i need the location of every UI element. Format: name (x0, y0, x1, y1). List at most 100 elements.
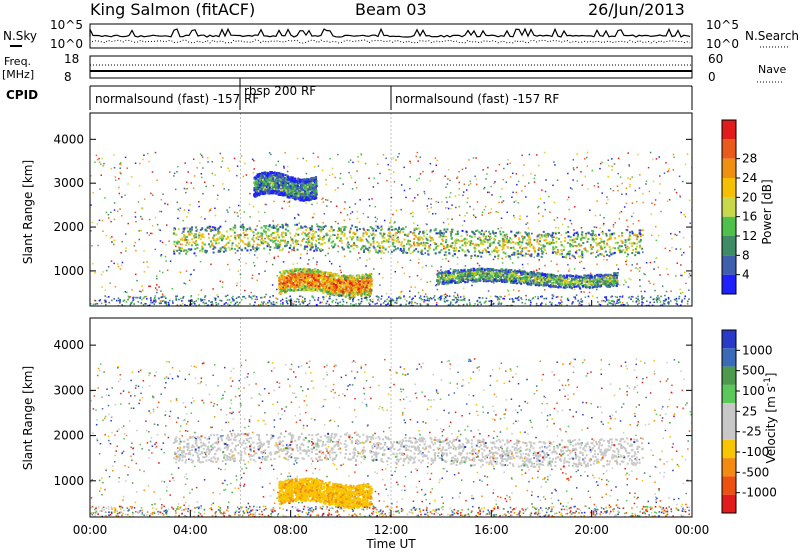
feature-pixel (291, 250, 293, 252)
feature-pixel (590, 233, 592, 235)
feature-pixel (368, 284, 370, 286)
feature-pixel (316, 290, 318, 292)
feature-pixel (625, 239, 627, 241)
scatter-pixel (210, 208, 212, 210)
scatter-pixel (626, 219, 628, 221)
feature-pixel (181, 247, 183, 249)
feature-pixel (438, 236, 440, 238)
scatter-pixel (139, 163, 141, 165)
scatter-pixel (430, 281, 432, 283)
feature-pixel (280, 292, 282, 294)
feature-pixel (221, 239, 223, 241)
scatter-pixel (393, 246, 395, 248)
feature-pixel (218, 250, 220, 252)
feature-pixel (217, 230, 219, 232)
feature-pixel (484, 231, 486, 233)
feature-pixel (183, 228, 185, 230)
feature-pixel (307, 233, 309, 235)
feature-pixel (502, 243, 504, 245)
scatter-pixel (629, 186, 631, 188)
scatter-pixel (240, 274, 242, 276)
scatter-pixel (462, 169, 464, 171)
scatter-pixel (395, 271, 397, 273)
feature-pixel (520, 244, 522, 246)
feature-pixel (308, 278, 310, 280)
scatter-pixel (426, 224, 428, 226)
scatter-pixel (202, 167, 204, 169)
feature-pixel (590, 246, 592, 248)
scatter-pixel (432, 213, 434, 215)
noise-sky-label: N.Sky (3, 29, 37, 43)
scatter-pixel (102, 271, 104, 273)
feature-pixel (286, 244, 288, 246)
feature-pixel (452, 255, 454, 257)
feature-pixel (458, 250, 460, 252)
feature-pixel (327, 293, 329, 295)
feature-pixel (370, 226, 372, 228)
feature-pixel (298, 269, 300, 271)
feature-pixel (356, 246, 358, 248)
feature-pixel (328, 284, 330, 286)
scatter-pixel (366, 259, 368, 261)
scatter-pixel (244, 163, 246, 165)
feature-pixel (234, 248, 236, 250)
scatter-pixel (643, 273, 645, 275)
feature-pixel (302, 268, 304, 270)
scatter-pixel (451, 219, 453, 221)
feature-pixel (307, 243, 309, 245)
scatter-pixel (458, 188, 460, 190)
scatter-pixel (687, 153, 689, 155)
scatter-pixel (201, 289, 203, 291)
scatter-pixel (650, 152, 652, 154)
feature-pixel (444, 247, 446, 249)
scatter-pixel (614, 163, 616, 165)
scatter-pixel (618, 158, 620, 160)
scatter-pixel (574, 233, 576, 235)
feature-pixel (339, 282, 341, 284)
feature-pixel (365, 295, 367, 297)
feature-pixel (392, 243, 394, 245)
beam-title: Beam 03 (355, 0, 427, 19)
feature-pixel (244, 247, 246, 249)
feature-pixel (350, 287, 352, 289)
scatter-pixel (601, 232, 603, 234)
scatter-pixel (430, 163, 432, 165)
feature-pixel (618, 235, 620, 237)
scatter-pixel (447, 178, 449, 180)
noise-right-tick-top: 10^5 (706, 18, 739, 32)
scatter-pixel (198, 201, 200, 203)
feature-pixel (213, 235, 215, 237)
scatter-pixel (463, 191, 465, 193)
feature-pixel (293, 246, 295, 248)
feature-pixel (361, 246, 363, 248)
cpid-label: CPID (6, 88, 38, 102)
feature-pixel (525, 242, 527, 244)
scatter-pixel (155, 152, 157, 154)
feature-pixel (347, 241, 349, 243)
scatter-pixel (503, 168, 505, 170)
feature-pixel (489, 243, 491, 245)
scatter-pixel (221, 166, 223, 168)
scatter-pixel (491, 208, 493, 210)
feature-pixel (304, 248, 306, 250)
feature-pixel (409, 243, 411, 245)
feature-pixel (238, 243, 240, 245)
scatter-pixel (462, 225, 464, 227)
feature-pixel (521, 236, 523, 238)
feature-pixel (604, 284, 606, 286)
scatter-pixel (121, 265, 123, 267)
feature-pixel (232, 242, 234, 244)
scatter-pixel (616, 264, 618, 266)
scatter-pixel (339, 178, 341, 180)
feature-pixel (621, 235, 623, 237)
feature-pixel (314, 275, 316, 277)
feature-pixel (428, 248, 430, 250)
feature-pixel (255, 229, 257, 231)
feature-pixel (252, 231, 254, 233)
scatter-pixel (322, 222, 324, 224)
scatter-pixel (644, 291, 646, 293)
feature-pixel (639, 229, 641, 231)
scatter-pixel (679, 176, 681, 178)
feature-pixel (398, 241, 400, 243)
feature-pixel (626, 249, 628, 251)
